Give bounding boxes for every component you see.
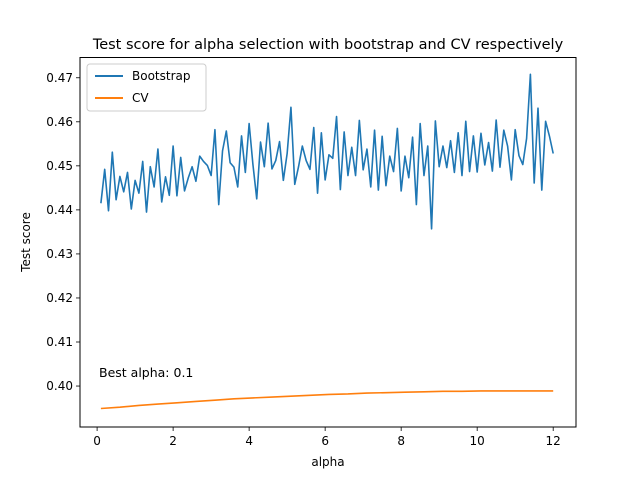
plot-area xyxy=(100,73,554,410)
x-tick-label: 8 xyxy=(397,434,405,448)
x-tick-label: 6 xyxy=(321,434,329,448)
series-line-bootstrap xyxy=(100,73,554,230)
best-alpha-annotation: Best alpha: 0.1 xyxy=(99,365,193,380)
y-tick-label: 0.43 xyxy=(46,247,73,261)
x-tick-label: 10 xyxy=(470,434,485,448)
y-tick-label: 0.44 xyxy=(46,203,73,217)
legend: Bootstrap CV xyxy=(86,63,207,112)
y-tick-label: 0.42 xyxy=(46,291,73,305)
y-tick-label: 0.47 xyxy=(46,71,73,85)
x-tick-label: 2 xyxy=(169,434,177,448)
chart-title: Test score for alpha selection with boot… xyxy=(92,37,564,53)
y-axis-label: Test score xyxy=(19,212,33,273)
x-tick-label: 4 xyxy=(245,434,253,448)
x-tick-label: 12 xyxy=(546,434,561,448)
x-axis-label: alpha xyxy=(311,455,344,469)
y-axis: 0.40 0.41 0.42 0.43 0.44 0.45 0.46 0.47 xyxy=(46,71,80,393)
y-tick-label: 0.40 xyxy=(46,379,73,393)
y-tick-label: 0.45 xyxy=(46,159,73,173)
series-line-cv xyxy=(100,390,554,410)
x-tick-label: 0 xyxy=(93,434,101,448)
legend-label-bootstrap: Bootstrap xyxy=(132,69,190,83)
y-tick-label: 0.46 xyxy=(46,115,73,129)
y-tick-label: 0.41 xyxy=(46,335,73,349)
x-axis: 0 2 4 6 8 10 12 xyxy=(93,427,561,448)
plot-frame xyxy=(79,57,577,428)
legend-label-cv: CV xyxy=(132,91,149,105)
